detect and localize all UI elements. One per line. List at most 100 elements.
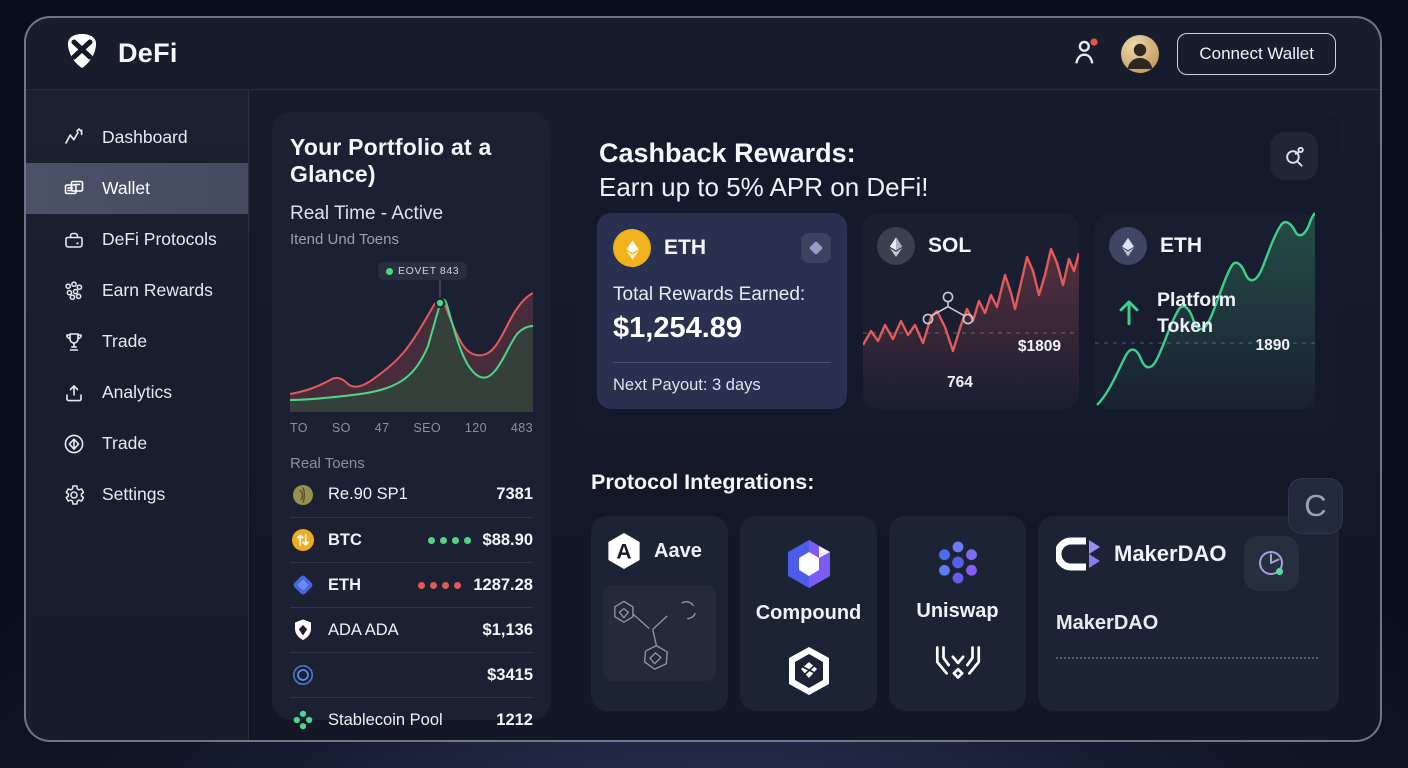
search-button[interactable] [1270,132,1318,180]
diamond-button[interactable] [801,233,831,263]
token-name: BTC [328,530,362,549]
protocols-row: A Aave [591,516,1339,711]
upload-icon [66,384,82,401]
sidebar-item-dashboard[interactable]: Dashboard [26,112,248,163]
user-notification-icon[interactable] [1071,35,1103,72]
gear-icon [65,484,85,505]
x-tick: SEO [413,421,441,435]
clock-pie-icon [1258,550,1283,575]
sidebar-item-earn-rewards[interactable]: Earn Rewards [26,265,248,316]
portfolio-chart-svg [289,278,534,412]
ring-icon [292,664,314,686]
green-dots-indicator [427,536,471,544]
sol-chart-svg [863,247,1079,409]
token-row: $3415 [290,652,533,697]
hexagon-network-art [603,585,716,681]
compound-logo-icon [787,540,830,588]
dotted-divider [1056,657,1318,659]
chart-tooltip: EOVET 843 [378,262,468,280]
token-row: BTC $88.90 [290,517,533,562]
uniswap-dots-icon [938,541,977,584]
portfolio-subtitle: Real Time - Active [290,203,444,224]
sidebar-item-label: Analytics [102,382,173,402]
token-value: 7381 [496,485,533,503]
token-name: Re.90 SP1 [328,485,408,503]
token-row: Re.90 SP1 7381 [290,472,533,517]
eth-platform-logo-icon [1109,227,1147,265]
olive-coin-icon [293,484,313,505]
portfolio-subtitle2: Itend Und Toens [290,231,399,248]
sidebar-item-analytics[interactable]: Analytics [26,367,248,418]
connect-wallet-button[interactable]: Connect Wallet [1177,32,1336,75]
platform-token-card[interactable]: ETH Platform Token 1890 [1095,212,1315,409]
ada-shield-icon [295,619,311,640]
protocol-name: Compound [755,602,862,624]
eth-rewards-card[interactable]: ETH Total Rewards Earned: $1,254.89 Next… [597,213,847,409]
token-row: Stablecoin Pool 1212 [290,697,533,740]
compound-badge-icon [788,647,829,695]
token-row: ADA ADA $1,136 [290,607,533,652]
token-symbol: ETH [1160,234,1202,257]
floating-c-button[interactable]: C [1288,478,1343,534]
token-name: ADA ADA [328,620,399,639]
chart-x-axis: TO SO 47 SEO 120 483 [290,421,533,435]
search-icon [1285,146,1304,167]
sidebar-item-wallet[interactable]: Wallet [26,163,248,214]
tooltip-dot-icon [386,267,393,275]
uniswap-w-logo-icon [935,646,980,679]
portfolio-chart: EOVET 843 [289,262,534,412]
sol-chart-card[interactable]: SOL $1809 764 [863,213,1079,409]
red-dots-indicator [418,581,462,589]
sidebar-item-label: Wallet [102,178,150,198]
eth-diamond-icon [293,575,313,595]
tooltip-label: EOVET 843 [398,265,460,277]
x-tick: SO [331,421,351,435]
diamond-circle-icon [64,434,84,453]
makerdao-logo-icon [1056,537,1100,571]
sol-logo-icon [877,227,915,265]
line-chart-icon [65,127,83,144]
sidebar-item-trade[interactable]: Trade [26,316,248,367]
cashback-rewards-card: Cashback Rewards: Earn up to 5% APR on D… [575,112,1340,433]
protocol-card-makerdao[interactable]: MakerDAO MakerDAO [1038,516,1339,711]
platform-price-label: 1890 [1255,337,1290,354]
sidebar-item-label: DeFi Protocols [102,229,217,249]
diamond-icon [808,240,824,256]
platform-token-tagline: Platform Token [1157,289,1237,338]
sidebar-item-defi-protocols[interactable]: DeFi Protocols [26,214,248,265]
aave-logo-icon: A [608,533,640,569]
x-tick: 120 [464,421,487,435]
token-value: 1287.28 [473,575,533,594]
protocol-name: MakerDAO [1114,541,1227,566]
sidebar-item-label: Trade [102,433,148,453]
sidebar-item-settings[interactable]: Settings [26,469,248,520]
token-name: ETH [328,575,361,594]
purse-icon [65,232,83,248]
token-value: $88.90 [482,530,533,549]
portfolio-title: Your Portfolio at a Glance) [290,134,492,187]
sol-value-label: 764 [947,374,973,391]
coins-icon [65,280,83,300]
divider [613,362,831,363]
top-bar: DeFi Connect Wallet [26,18,1380,90]
token-name: Stablecoin Pool [328,710,443,729]
sol-price-label: $1809 [1017,338,1061,355]
clock-button[interactable] [1244,536,1299,591]
protocol-name: Uniswap [916,600,999,622]
sidebar-item-trade-2[interactable]: Trade [26,418,248,469]
protocol-card-compound[interactable]: Compound [740,516,877,711]
brand-name: DeFi [118,38,178,68]
avatar[interactable] [1121,34,1160,73]
rewards-value: $1,254.89 [613,312,743,344]
up-arrow-icon [1113,295,1145,334]
protocol-card-uniswap[interactable]: Uniswap [889,516,1026,711]
token-list-header: Real Toens [290,455,365,472]
protocol-card-aave[interactable]: A Aave [591,516,728,711]
token-symbol: SOL [928,234,972,257]
x-tick: 47 [374,421,390,435]
svg-text:A: A [616,541,631,564]
token-value: $3415 [487,665,533,684]
cashback-title: Cashback Rewards: [599,138,856,168]
wallet-icon [64,180,84,194]
cashback-subtitle: Earn up to 5% APR on DeFi! [599,172,929,202]
